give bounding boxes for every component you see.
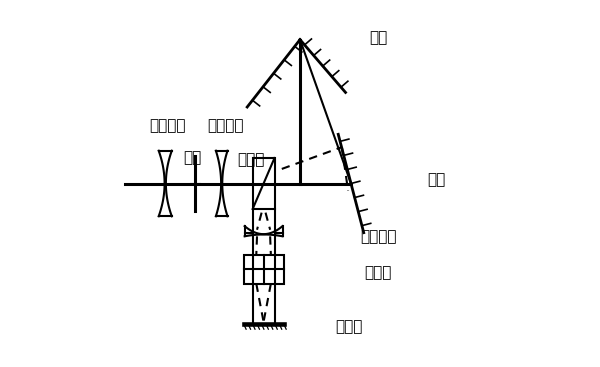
Text: 柱面镜: 柱面镜 xyxy=(365,265,392,280)
Bar xyxy=(244,255,284,284)
Text: 动镜: 动镜 xyxy=(427,172,446,188)
Text: 探测器: 探测器 xyxy=(335,319,363,334)
Text: 前置光学: 前置光学 xyxy=(149,118,185,133)
Text: 成像物镜: 成像物镜 xyxy=(360,229,397,244)
Text: 准直物镜: 准直物镜 xyxy=(207,118,244,133)
Text: 狭缝: 狭缝 xyxy=(184,150,202,166)
Text: 分束器: 分束器 xyxy=(237,152,265,167)
Text: 静镜: 静镜 xyxy=(369,30,388,45)
